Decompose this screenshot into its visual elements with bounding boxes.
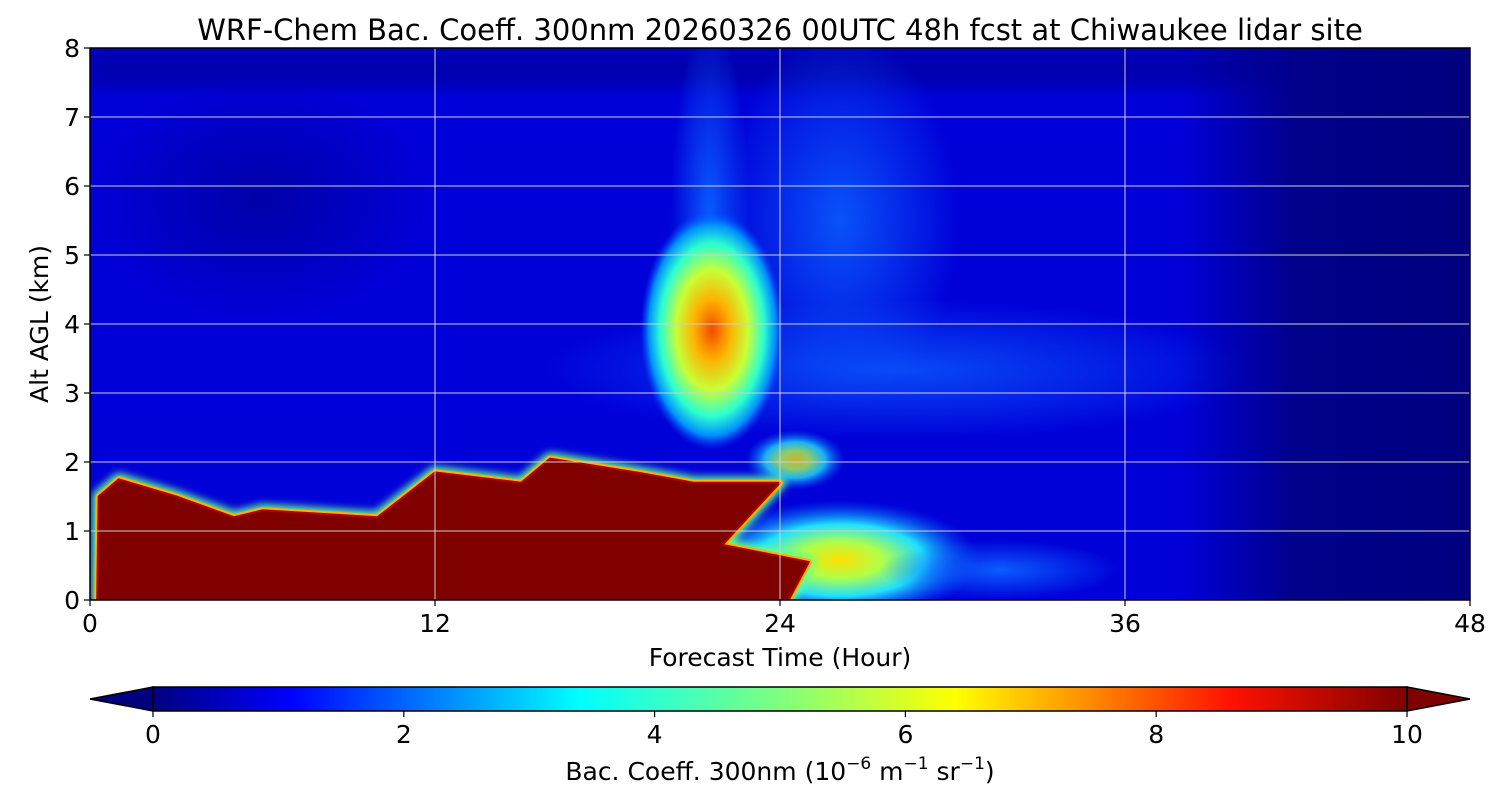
colorbar-extend-high <box>1406 686 1471 712</box>
colorbar-tick-label: 10 <box>1391 720 1423 749</box>
heatmap-low-plume-tail <box>880 540 1120 600</box>
colorbar-gradient <box>152 686 1408 712</box>
y-tick-label: 2 <box>64 448 80 477</box>
x-axis: 0 12 24 36 48 <box>82 600 1486 638</box>
colorbar-tick-label: 4 <box>647 720 663 749</box>
colorbar-extend-low <box>89 686 154 712</box>
heatmap-bump-2km <box>745 430 845 490</box>
x-tick-label: 0 <box>82 609 98 638</box>
y-tick-label: 8 <box>64 34 80 63</box>
y-tick-label: 5 <box>64 241 80 270</box>
y-axis: 0 1 2 3 4 5 6 7 8 <box>64 34 90 615</box>
heatmap-dark-left <box>90 80 430 320</box>
y-tick-label: 4 <box>64 310 80 339</box>
colorbar-tick-label: 2 <box>396 720 412 749</box>
colorbar-tick-label: 6 <box>897 720 913 749</box>
x-tick-label: 12 <box>419 609 451 638</box>
x-axis-label: Forecast Time (Hour) <box>649 643 912 672</box>
chart-title: WRF-Chem Bac. Coeff. 300nm 20260326 00UT… <box>197 13 1363 47</box>
y-tick-label: 7 <box>64 103 80 132</box>
x-tick-label: 36 <box>1109 609 1141 638</box>
y-tick-label: 6 <box>64 172 80 201</box>
boundary-layer-saturated <box>96 457 810 600</box>
y-tick-label: 0 <box>64 586 80 615</box>
y-tick-label: 1 <box>64 517 80 546</box>
colorbar-ticks: 0 2 4 6 8 10 <box>145 711 1423 749</box>
colorbar-tick-label: 0 <box>145 720 161 749</box>
colorbar-label: Bac. Coeff. 300nm (10−6 m−1 sr−1) <box>565 754 994 786</box>
colorbar-tick-label: 8 <box>1148 720 1164 749</box>
y-tick-label: 3 <box>64 379 80 408</box>
heatmap-plume-peak <box>640 210 784 450</box>
x-tick-label: 48 <box>1454 609 1486 638</box>
x-tick-label: 24 <box>764 609 796 638</box>
colorbar: 0 2 4 6 8 10 Bac. Coeff. 300nm (10−6 m−1 sr−1… <box>89 686 1471 786</box>
y-axis-label: Alt AGL (km) <box>25 245 54 403</box>
